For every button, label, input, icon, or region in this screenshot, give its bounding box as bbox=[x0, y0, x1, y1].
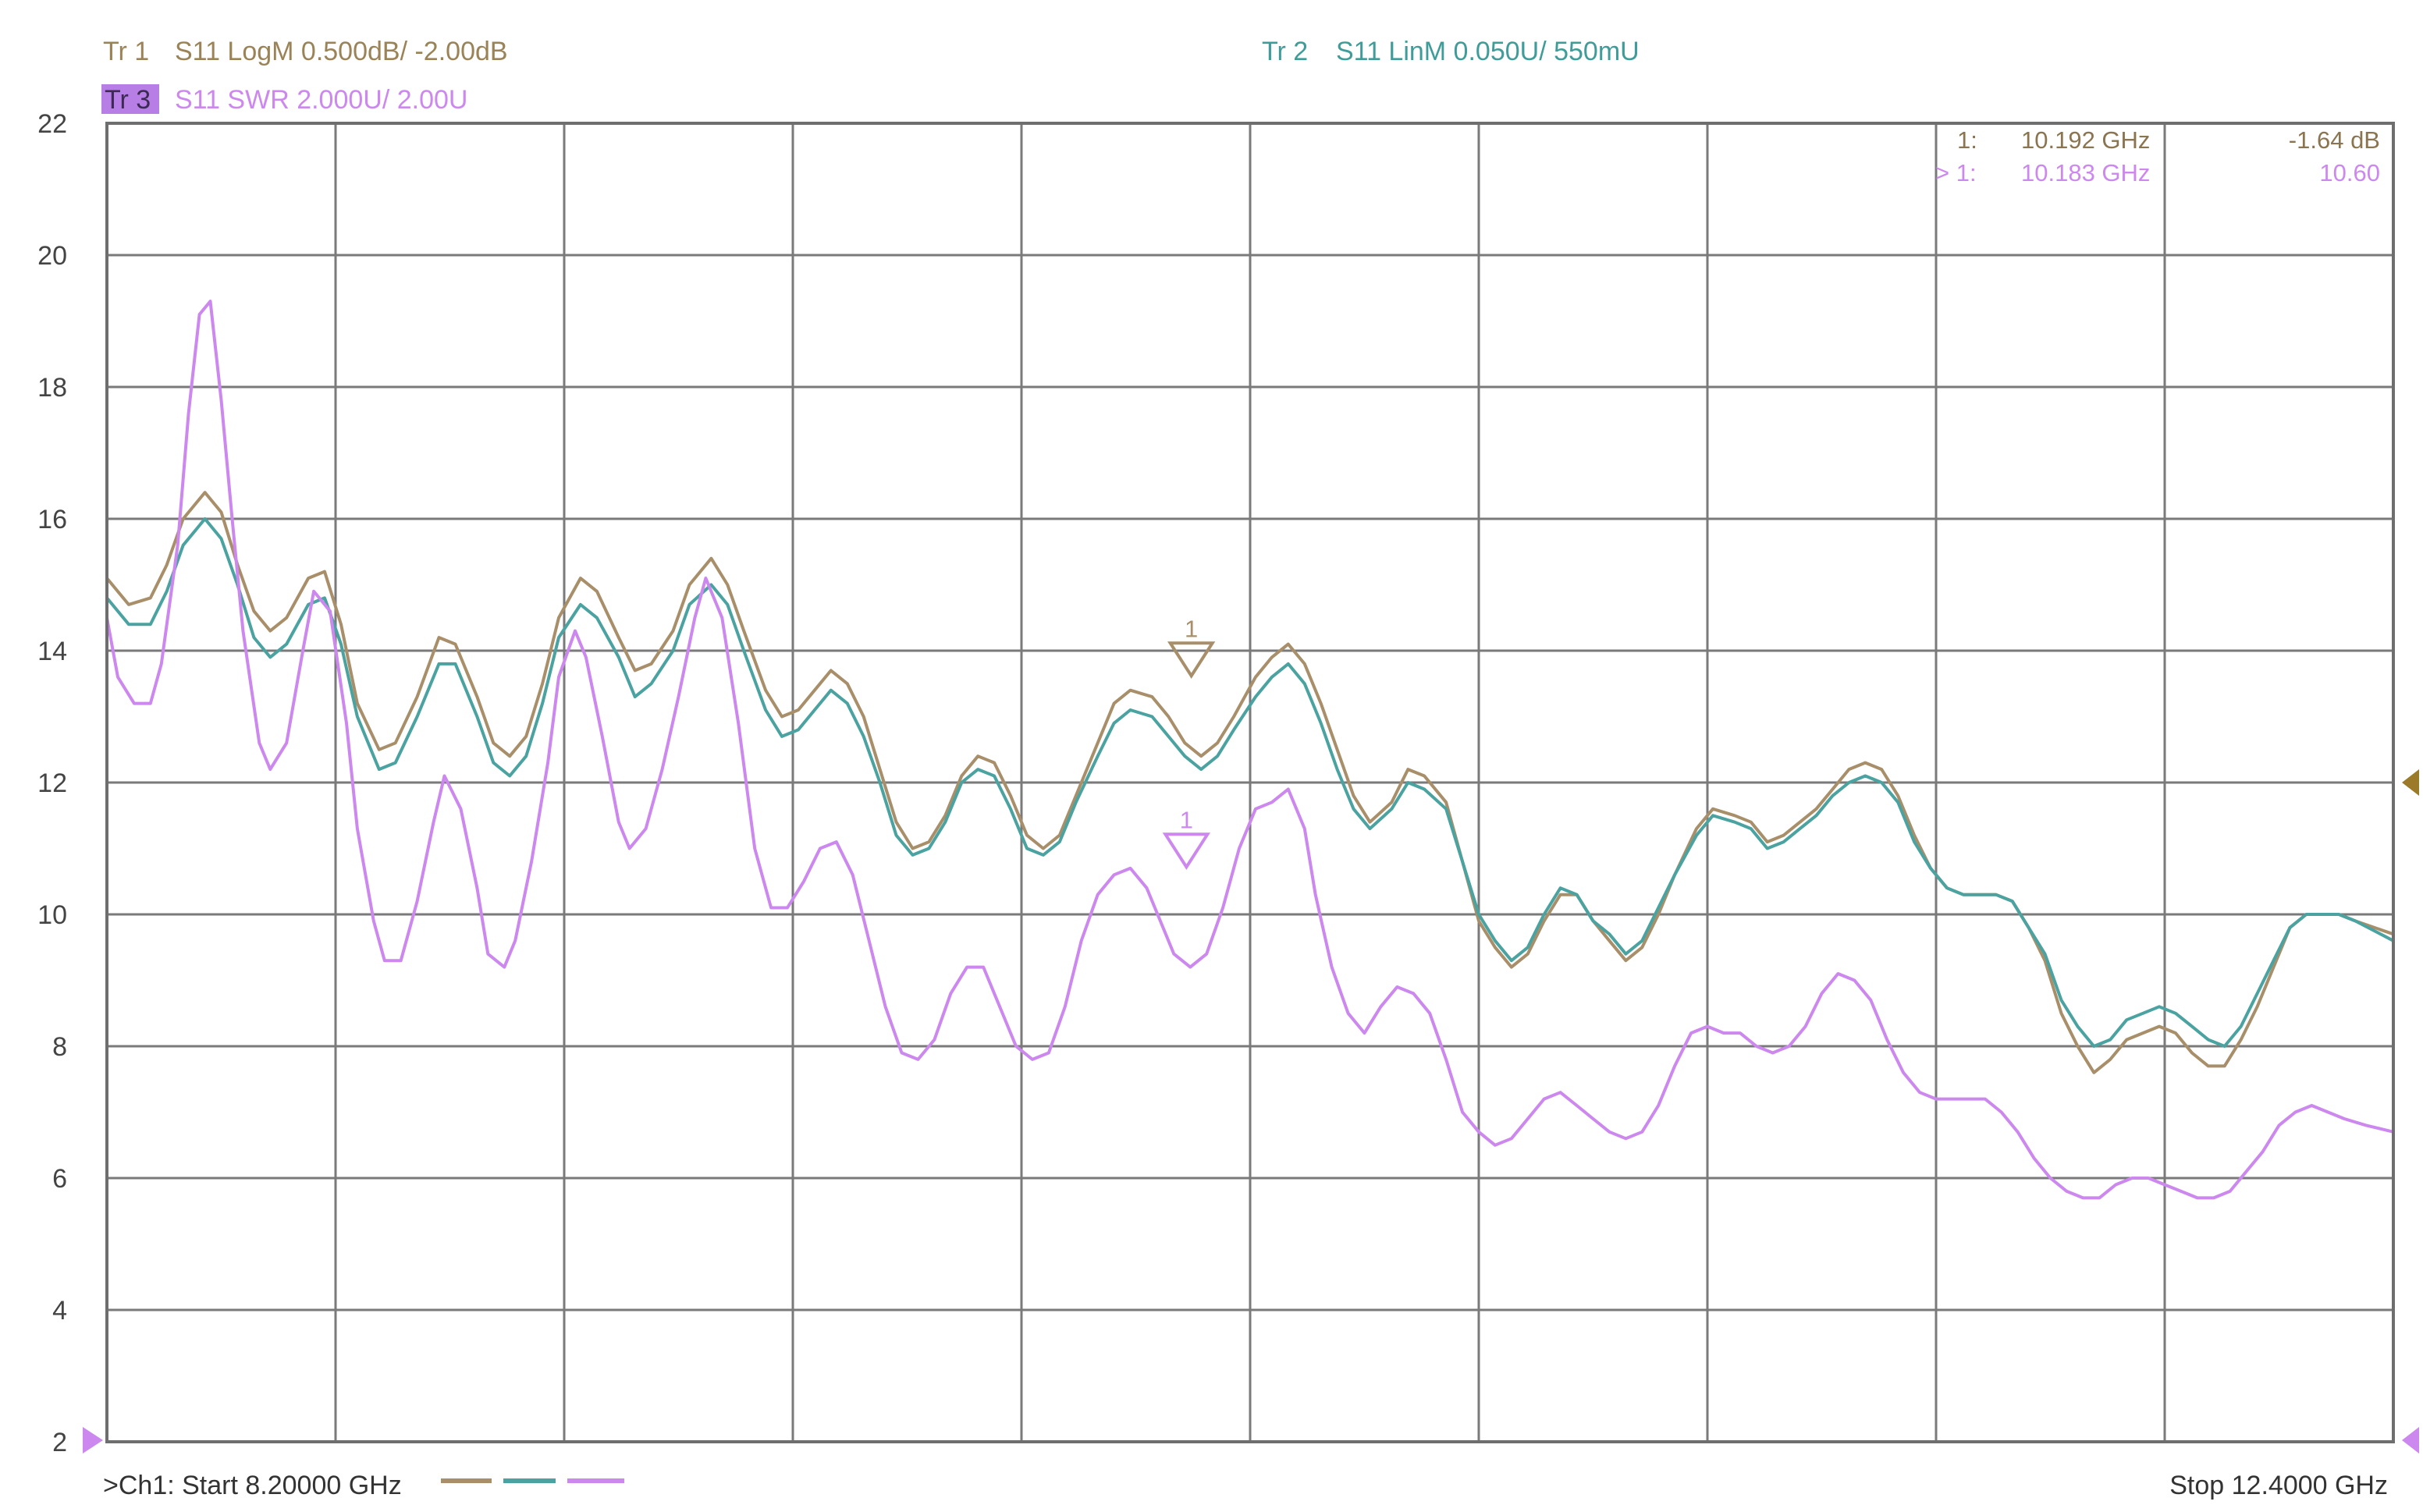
marker-1-triangle[interactable] bbox=[1167, 641, 1216, 679]
marker-1-label: 1 bbox=[1185, 615, 1198, 642]
y-tick-label: 20 bbox=[37, 241, 67, 271]
markers: 11 bbox=[1162, 615, 1216, 870]
marker-2-label: 1 bbox=[1180, 806, 1193, 833]
y-tick-label: 18 bbox=[37, 373, 67, 403]
stop-indicator-right bbox=[2402, 1427, 2419, 1453]
y-tick-label: 16 bbox=[37, 505, 67, 534]
grid bbox=[107, 123, 2393, 1442]
stop-frequency-label: Stop 12.4000 GHz bbox=[2169, 1471, 2388, 1500]
marker-readout-value-1: -1.64 dB bbox=[2289, 126, 2380, 154]
traces bbox=[105, 300, 2394, 1200]
tr1-tag[interactable]: Tr 1 bbox=[103, 37, 149, 66]
trace-3 bbox=[105, 300, 2394, 1200]
y-tick-label: 12 bbox=[37, 768, 67, 798]
y-tick-label: 8 bbox=[52, 1032, 67, 1062]
tr3-tag-background bbox=[101, 84, 159, 114]
y-axis-ticks: 22 20 18 16 14 12 10 8 6 4 2 bbox=[37, 109, 67, 1457]
start-indicator-left bbox=[83, 1427, 103, 1453]
tr3-tag[interactable]: Tr 3 bbox=[105, 85, 151, 115]
y-tick-label: 4 bbox=[52, 1296, 67, 1326]
marker-readout-freq-2: 10.183 GHz bbox=[2021, 159, 2150, 186]
tr3-description: S11 SWR 2.000U/ 2.00U bbox=[175, 85, 467, 115]
trace-2 bbox=[105, 517, 2394, 1048]
marker-readout-id-1: 1: bbox=[1957, 126, 1977, 154]
marker-readout-id-2: > 1: bbox=[1935, 159, 1977, 186]
marker-readout: 1: 10.192 GHz -1.64 dB > 1: 10.183 GHz 1… bbox=[1935, 126, 2380, 186]
y-tick-label: 2 bbox=[52, 1428, 67, 1457]
y-tick-label: 14 bbox=[37, 637, 67, 666]
tr1-description: S11 LogM 0.500dB/ -2.00dB bbox=[175, 37, 508, 66]
y-tick-label: 22 bbox=[37, 109, 67, 139]
marker-2-triangle[interactable] bbox=[1162, 832, 1211, 870]
tr2-description: S11 LinM 0.050U/ 550mU bbox=[1336, 37, 1640, 66]
marker-readout-value-2: 10.60 bbox=[2319, 159, 2380, 186]
reference-level-arrow bbox=[2402, 769, 2419, 796]
plot-frame bbox=[105, 122, 2395, 1443]
marker-readout-freq-1: 10.192 GHz bbox=[2021, 126, 2150, 154]
start-frequency-label: >Ch1: Start 8.20000 GHz bbox=[103, 1471, 402, 1500]
y-tick-label: 6 bbox=[52, 1164, 67, 1194]
y-tick-label: 10 bbox=[37, 900, 67, 930]
tr2-tag[interactable]: Tr 2 bbox=[1262, 37, 1308, 66]
